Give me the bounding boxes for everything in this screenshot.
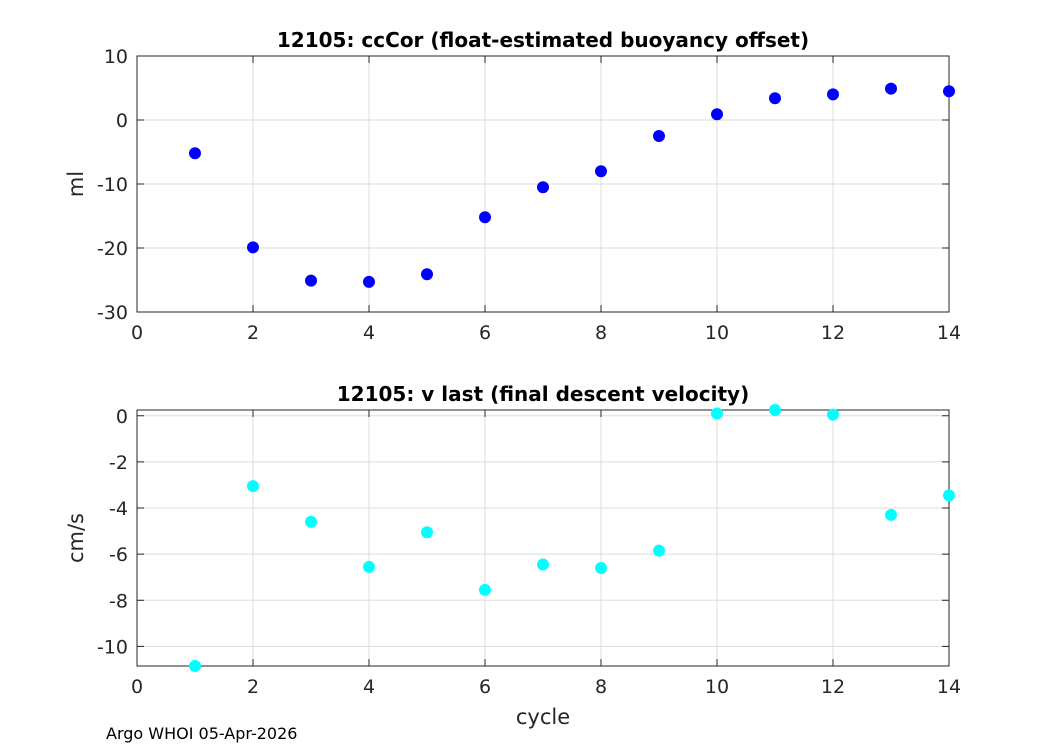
chart-title: 12105: ccCor (float-estimated buoyancy o… <box>277 28 809 52</box>
data-point <box>711 108 723 121</box>
data-point <box>885 508 897 521</box>
y-tick-label: -8 <box>109 590 128 612</box>
footer-credit: Argo WHOI 05-Apr-2026 <box>106 724 298 743</box>
y-tick-label: -6 <box>109 544 128 566</box>
x-axis-label: cycle <box>516 705 570 729</box>
y-tick-label: -30 <box>97 302 128 324</box>
x-tick-label: 6 <box>479 322 491 344</box>
data-point <box>421 268 433 281</box>
x-tick-label: 12 <box>821 322 845 344</box>
data-point <box>943 489 955 502</box>
bottom-chart-descent-velocity: 0 2 4 6 8 10 12 14 -10 -8 -6 -4 -2 0 12105: v last (fi… <box>64 382 961 729</box>
data-point <box>537 181 549 194</box>
data-point <box>479 583 491 596</box>
x-tick-label: 14 <box>937 676 961 698</box>
data-point <box>247 480 259 493</box>
data-point <box>479 211 491 224</box>
data-point <box>769 404 781 416</box>
data-point <box>189 660 201 672</box>
y-tick-label: -2 <box>109 452 128 474</box>
plot-area <box>137 410 949 666</box>
x-tick-label: 2 <box>247 676 259 698</box>
x-tick-label: 8 <box>595 676 607 698</box>
data-point <box>769 92 781 105</box>
data-point <box>537 558 549 571</box>
data-point <box>247 241 259 254</box>
top-chart-buoyancy-offset: 0 2 4 6 8 10 12 14 -30 -20 -10 0 10 12105: ccCor (flo… <box>64 28 961 344</box>
data-point <box>363 560 375 573</box>
x-tick-label: 2 <box>247 322 259 344</box>
y-axis-label: cm/s <box>64 513 88 563</box>
y-tick-label: -4 <box>109 498 128 520</box>
data-point <box>653 544 665 557</box>
x-tick-label: 10 <box>705 322 729 344</box>
x-tick-label: 12 <box>821 676 845 698</box>
data-point <box>189 147 201 160</box>
data-point <box>711 407 723 420</box>
data-point <box>653 130 665 142</box>
x-tick-label: 4 <box>363 322 375 344</box>
x-tick-label: 0 <box>131 676 143 698</box>
x-tick-label: 14 <box>937 322 961 344</box>
axes-box <box>136 409 950 667</box>
data-point <box>305 274 317 287</box>
data-point <box>595 561 607 574</box>
data-point <box>363 275 375 288</box>
data-point <box>421 526 433 539</box>
y-tick-label: 0 <box>116 110 128 132</box>
data-point <box>827 88 839 101</box>
y-tick-label: 0 <box>116 406 128 428</box>
x-tick-label: 0 <box>131 322 143 344</box>
x-tick-label: 4 <box>363 676 375 698</box>
data-point <box>885 82 897 95</box>
y-tick-label: -10 <box>97 174 128 196</box>
data-point <box>595 165 607 178</box>
x-tick-label: 6 <box>479 676 491 698</box>
data-point <box>827 408 839 421</box>
data-point <box>943 85 955 98</box>
y-tick-label: -10 <box>97 636 128 658</box>
x-tick-label: 10 <box>705 676 729 698</box>
chart-title: 12105: v last (final descent velocity) <box>337 382 749 406</box>
y-tick-label: -20 <box>97 238 128 260</box>
y-axis-label: ml <box>64 171 88 197</box>
data-point <box>305 515 317 528</box>
x-tick-label: 8 <box>595 322 607 344</box>
y-tick-label: 10 <box>104 46 128 68</box>
